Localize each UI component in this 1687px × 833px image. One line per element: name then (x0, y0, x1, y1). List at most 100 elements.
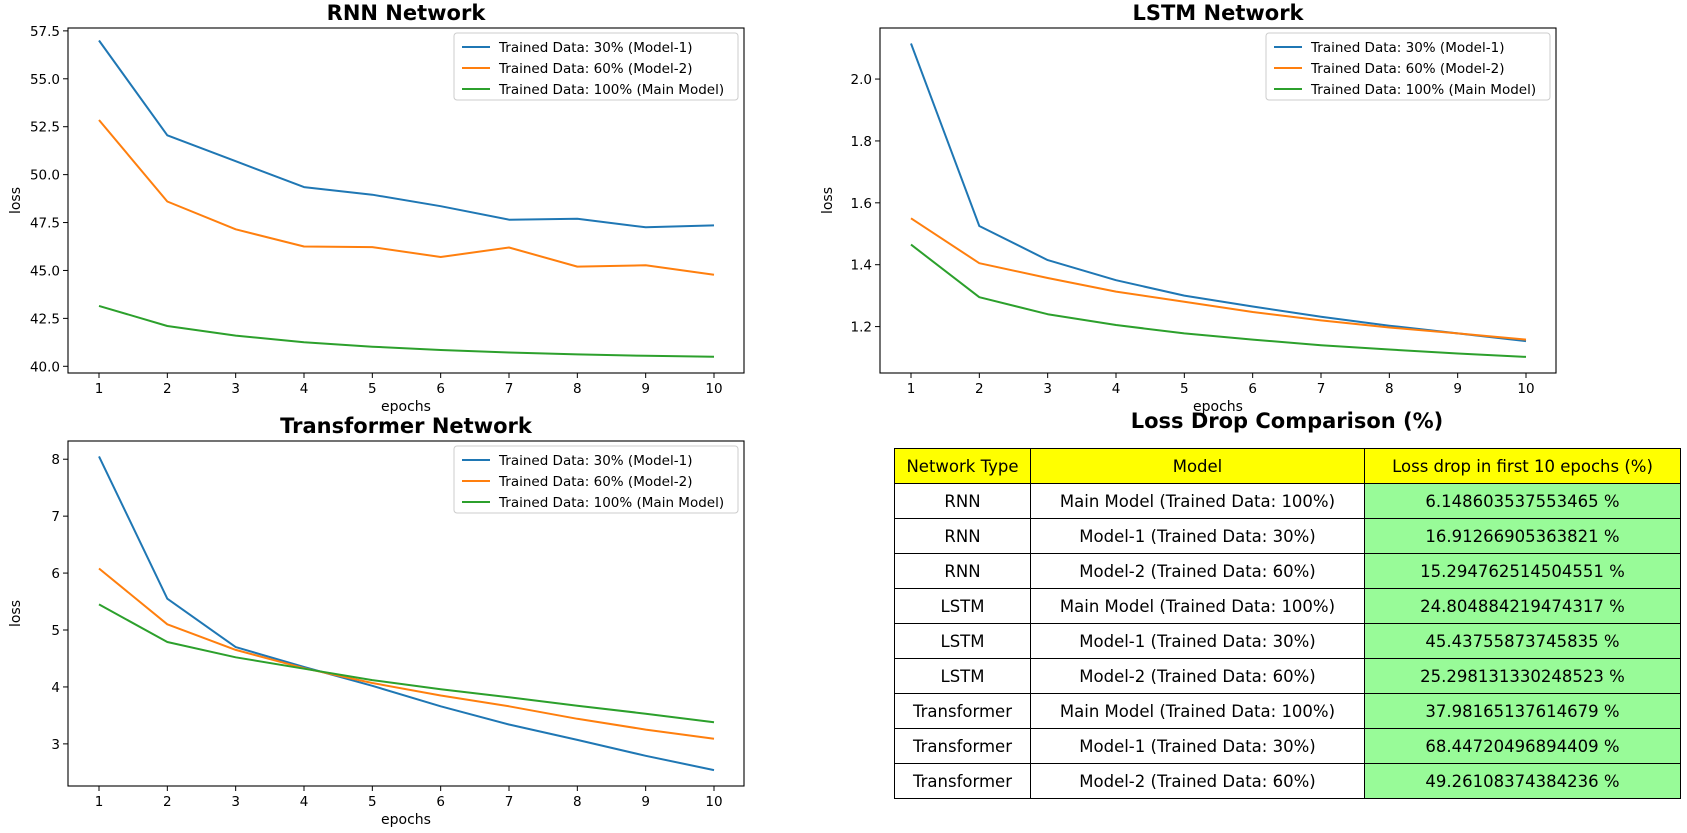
chart-title: Transformer Network (280, 414, 533, 438)
cell-network-type: RNN (894, 483, 1031, 519)
y-tick-label: 52.5 (30, 120, 60, 136)
cell-model: Model-1 (Trained Data: 30%) (1030, 623, 1365, 659)
y-tick-label: 5 (51, 623, 60, 639)
x-tick-label: 4 (300, 381, 309, 397)
cell-loss-drop: 16.91266905363821 % (1364, 518, 1681, 554)
table-row: LSTM Model-1 (Trained Data: 30%) 45.4375… (894, 623, 1681, 659)
plot-frame (879, 27, 1557, 374)
table-row: RNN Model-1 (Trained Data: 30%) 16.91266… (894, 518, 1681, 554)
series-line (98, 304, 715, 358)
y-tick-label: 50.0 (30, 168, 60, 184)
x-tick-label: 10 (1517, 381, 1534, 397)
y-tick-label: 47.5 (30, 216, 60, 232)
y-axis-label: loss (8, 600, 24, 627)
x-tick-label: 7 (505, 381, 514, 397)
legend-label: Trained Data: 100% (Main Model) (498, 495, 724, 511)
cell-loss-drop: 37.98165137614679 % (1364, 693, 1681, 729)
table-row: Transformer Main Model (Trained Data: 10… (894, 693, 1681, 729)
y-tick-label: 1.4 (851, 258, 872, 274)
cell-model: Model-1 (Trained Data: 30%) (1030, 728, 1365, 764)
cell-network-type: Transformer (894, 763, 1031, 799)
cell-network-type: Transformer (894, 693, 1031, 729)
transformer-network-chart: 1 2 3 4 5 6 7 8 9 10 3 4 5 6 7 8 epochs loss Transformer N… (8, 414, 745, 828)
x-tick-label: 7 (1317, 381, 1326, 397)
cell-loss-drop: 24.804884219474317 % (1364, 588, 1681, 624)
x-tick-label: 9 (641, 794, 650, 810)
y-axis-label: loss (820, 187, 836, 214)
series-line (98, 603, 715, 724)
cell-loss-drop: 6.148603537553465 % (1364, 483, 1681, 519)
table-header-row: Network Type Model Loss drop in first 10… (894, 448, 1681, 484)
y-tick-label: 1.2 (851, 320, 872, 336)
cell-loss-drop: 25.298131330248523 % (1364, 658, 1681, 694)
series-line (910, 243, 1527, 358)
x-tick-label: 6 (436, 794, 445, 810)
x-axis-label: epochs (381, 399, 431, 415)
x-tick-label: 4 (1112, 381, 1121, 397)
x-tick-label: 5 (368, 794, 377, 810)
cell-network-type: LSTM (894, 658, 1031, 694)
y-tick-label: 7 (51, 509, 60, 525)
cell-model: Model-2 (Trained Data: 60%) (1030, 763, 1365, 799)
x-tick-label: 3 (231, 381, 240, 397)
lstm-network-chart: 1 2 3 4 5 6 7 8 9 10 1.2 1.4 1.6 1.8 2.0 epochs loss LSTM… (820, 1, 1557, 415)
x-tick-label: 2 (163, 794, 172, 810)
table-row: LSTM Model-2 (Trained Data: 60%) 25.2981… (894, 658, 1681, 694)
x-axis-label: epochs (381, 812, 431, 828)
header-loss-drop: Loss drop in first 10 epochs (%) (1364, 448, 1681, 484)
cell-network-type: LSTM (894, 588, 1031, 624)
cell-network-type: RNN (894, 553, 1031, 589)
x-tick-label: 1 (95, 381, 104, 397)
cell-model: Model-2 (Trained Data: 60%) (1030, 658, 1365, 694)
legend-label: Trained Data: 100% (Main Model) (1310, 82, 1536, 98)
y-tick-label: 55.0 (30, 72, 60, 88)
chart-title: RNN Network (327, 1, 487, 25)
cell-network-type: Transformer (894, 728, 1031, 764)
y-tick-label: 45.0 (30, 263, 60, 279)
y-tick-label: 6 (51, 566, 60, 582)
x-tick-label: 3 (1043, 381, 1052, 397)
cell-model: Main Model (Trained Data: 100%) (1030, 588, 1365, 624)
cell-model: Model-2 (Trained Data: 60%) (1030, 553, 1365, 589)
x-tick-label: 6 (1248, 381, 1257, 397)
series-line (98, 119, 715, 276)
legend-label: Trained Data: 60% (Model-2) (498, 61, 692, 77)
x-tick-label: 5 (1180, 381, 1189, 397)
x-tick-label: 8 (573, 794, 582, 810)
legend-label: Trained Data: 30% (Model-1) (498, 40, 692, 56)
legend-box (453, 32, 739, 101)
cell-model: Main Model (Trained Data: 100%) (1030, 693, 1365, 729)
cell-loss-drop: 49.26108374384236 % (1364, 763, 1681, 799)
x-tick-label: 4 (300, 794, 309, 810)
legend-label: Trained Data: 30% (Model-1) (498, 453, 692, 469)
cell-loss-drop: 45.43755873745835 % (1364, 623, 1681, 659)
table-row: Transformer Model-1 (Trained Data: 30%) … (894, 728, 1681, 764)
x-tick-label: 1 (907, 381, 916, 397)
plot-frame (67, 440, 745, 787)
loss-drop-table: Network Type Model Loss drop in first 10… (894, 448, 1681, 799)
legend-label: Trained Data: 100% (Main Model) (498, 82, 724, 98)
series-line (98, 39, 715, 229)
y-tick-label: 1.8 (851, 134, 872, 150)
y-tick-label: 2.0 (851, 72, 872, 88)
x-tick-label: 10 (705, 381, 722, 397)
x-tick-label: 6 (436, 381, 445, 397)
legend-box (1265, 32, 1551, 101)
legend-label: Trained Data: 60% (Model-2) (498, 474, 692, 490)
x-tick-label: 5 (368, 381, 377, 397)
header-model: Model (1030, 448, 1365, 484)
series-line (98, 455, 715, 772)
table-row: LSTM Main Model (Trained Data: 100%) 24.… (894, 588, 1681, 624)
cell-loss-drop: 15.294762514504551 % (1364, 553, 1681, 589)
cell-model: Main Model (Trained Data: 100%) (1030, 483, 1365, 519)
y-tick-label: 40.0 (30, 359, 60, 375)
table-row: Transformer Model-2 (Trained Data: 60%) … (894, 763, 1681, 799)
table-row: RNN Model-2 (Trained Data: 60%) 15.29476… (894, 553, 1681, 589)
x-tick-label: 8 (1385, 381, 1394, 397)
x-tick-label: 2 (163, 381, 172, 397)
rnn-network-chart: 1 2 3 4 5 6 7 8 9 10 40.0 42.5 45.0 47.5 50.0 52.5 55.0 5… (8, 1, 745, 415)
cell-network-type: RNN (894, 518, 1031, 554)
legend-label: Trained Data: 30% (Model-1) (1310, 40, 1504, 56)
cell-loss-drop: 68.44720496894409 % (1364, 728, 1681, 764)
